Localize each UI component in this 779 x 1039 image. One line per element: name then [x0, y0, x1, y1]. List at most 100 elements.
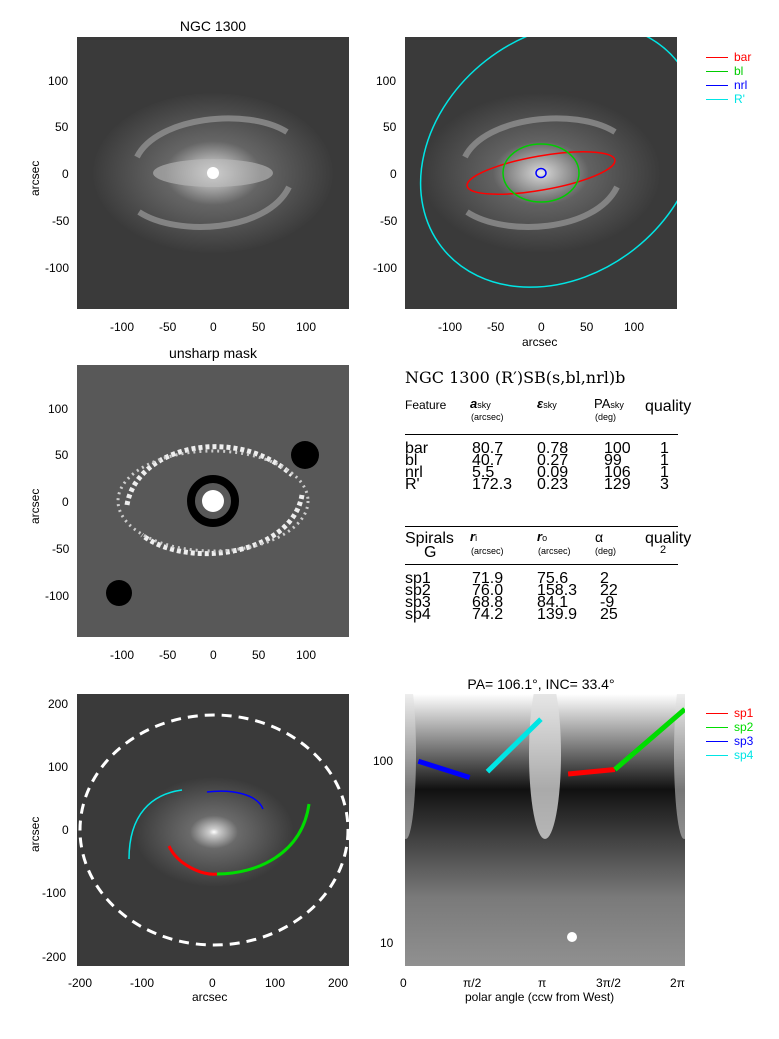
ri-unit: (arcsec)	[471, 546, 504, 556]
ri-subscript: i	[475, 533, 478, 543]
panel5-xtick: -200	[68, 976, 93, 990]
panel1-ytick: -50	[52, 214, 70, 228]
feature-name: R'	[405, 476, 420, 493]
panel5-ytick: -200	[42, 950, 67, 964]
pa-sky-header: PAsky	[594, 396, 624, 411]
panel5-xtick: 200	[328, 976, 349, 990]
legend-label: bar	[734, 50, 752, 64]
spiral-name: sp1	[405, 570, 431, 587]
panel5-xtick: 100	[265, 976, 286, 990]
panel3-xtick: 0	[210, 648, 217, 662]
quality-header-spirals: quality	[645, 530, 692, 547]
spiral-r-inner: 76.0	[472, 582, 504, 599]
legend-item-nrl: nrl	[706, 78, 751, 92]
panel1-ytick: -100	[45, 261, 70, 275]
panel1-ylabel: arcsec	[28, 160, 42, 196]
feature-pa-sky: 100	[604, 440, 631, 457]
panel1-xtick: 100	[296, 320, 317, 334]
legend-swatch	[706, 98, 728, 100]
ri-symbol: r	[470, 529, 476, 544]
polar-plot-panel	[405, 694, 685, 966]
spiral-overlay-image	[77, 694, 349, 966]
legend-item-sp1: sp1	[706, 706, 753, 720]
ro-unit: (arcsec)	[538, 546, 571, 556]
panel5-xtick: -100	[130, 976, 155, 990]
legend-label: sp1	[734, 706, 754, 720]
panel2-ytick: 50	[383, 120, 397, 134]
deprojection-circle	[78, 713, 349, 947]
feature-a-sky: 80.7	[472, 440, 504, 457]
panel3-xtick: -50	[159, 648, 177, 662]
panel2-xtick: 0	[538, 320, 545, 334]
spirals-header: Spirals	[405, 530, 454, 547]
spiral-r-outer: 158.3	[537, 582, 578, 599]
rprime-ellipse	[419, 37, 677, 288]
panel1-ytick: 50	[55, 120, 69, 134]
spiral-name: sp3	[405, 594, 431, 611]
feature-pa-sky: 129	[604, 476, 631, 493]
panel5-xlabel: arcsec	[192, 990, 228, 1004]
panel1-xtick: -100	[110, 320, 135, 334]
feature-quality: 3	[660, 476, 669, 493]
panel6-title: PA= 106.1°, INC= 33.4°	[467, 676, 615, 692]
eps-sky-header: εsky	[537, 396, 557, 411]
legend-swatch	[706, 740, 728, 742]
legend-swatch	[706, 754, 728, 756]
legend-label: sp3	[734, 734, 754, 748]
panel3-ylabel: arcsec	[28, 488, 42, 524]
a-sky-subscript: sky	[477, 400, 491, 410]
panel6-ytick: 10	[380, 936, 394, 950]
feature-pa-sky: 99	[604, 452, 622, 469]
ellipse-legend: bar bl nrl R'	[706, 50, 751, 106]
legend-swatch	[706, 56, 728, 58]
legend-item-sp3: sp3	[706, 734, 753, 748]
spiral-name: sp2	[405, 582, 431, 599]
ri-header: ri	[470, 529, 477, 544]
spiral-sp2-trace	[216, 803, 311, 876]
panel2-xtick: 100	[624, 320, 645, 334]
panel3-xtick: 100	[296, 648, 317, 662]
legend-label: bl	[734, 64, 744, 78]
spiral-pitch-angle: 25	[600, 606, 618, 623]
quality-value-spirals: 2	[660, 544, 667, 556]
galaxy-image	[77, 37, 349, 309]
panel6-xtick: 0	[400, 976, 407, 990]
ro-header: ro	[537, 529, 547, 544]
panel1-xtick: -50	[159, 320, 177, 334]
legend-item-sp4: sp4	[706, 748, 753, 762]
panel3-xtick: -100	[110, 648, 135, 662]
feature-a-sky: 5.5	[472, 464, 495, 481]
alpha-header: α	[595, 529, 604, 545]
panel3-ytick: 0	[62, 495, 69, 509]
spiral-pitch-angle: -9	[600, 594, 615, 611]
spiral-r-outer: 75.6	[537, 570, 569, 587]
feature-name: bar	[405, 440, 429, 457]
feature-a-sky: 172.3	[472, 476, 513, 493]
panel3-ytick: 100	[48, 402, 69, 416]
spiral-sp1-trace	[167, 845, 218, 876]
feature-pa-sky: 106	[604, 464, 631, 481]
panel1-xtick: 0	[210, 320, 217, 334]
table-title: NGC 1300 (R′)SB(s,bl,nrl)b	[405, 368, 626, 387]
feature-name: bl	[405, 452, 418, 469]
legend-label: sp4	[734, 748, 754, 762]
panel2-ytick: -50	[380, 214, 398, 228]
feature-quality: 1	[660, 440, 669, 457]
spiral-r-inner: 74.2	[472, 606, 504, 623]
panel3-xtick: 50	[252, 648, 266, 662]
eps-sky-symbol: ε	[537, 396, 544, 411]
panel3-title: unsharp mask	[169, 345, 257, 361]
panel6-xtick: π/2	[463, 976, 482, 990]
alpha-unit: (deg)	[595, 546, 617, 556]
feature-quality: 1	[660, 452, 669, 469]
spiral-r-outer: 139.9	[537, 606, 578, 623]
panel6-ytick: 100	[373, 754, 394, 768]
bar-ellipse	[466, 151, 616, 195]
feature-eps-sky: 0.27	[537, 452, 569, 469]
spiral-r-outer: 84.1	[537, 594, 569, 611]
pa-sky-symbol: PA	[594, 396, 611, 411]
legend-item-bl: bl	[706, 64, 751, 78]
spiral-pitch-angle: 2	[600, 570, 609, 587]
panel1-title: NGC 1300	[179, 18, 247, 34]
panel1-ytick: 100	[48, 74, 69, 88]
